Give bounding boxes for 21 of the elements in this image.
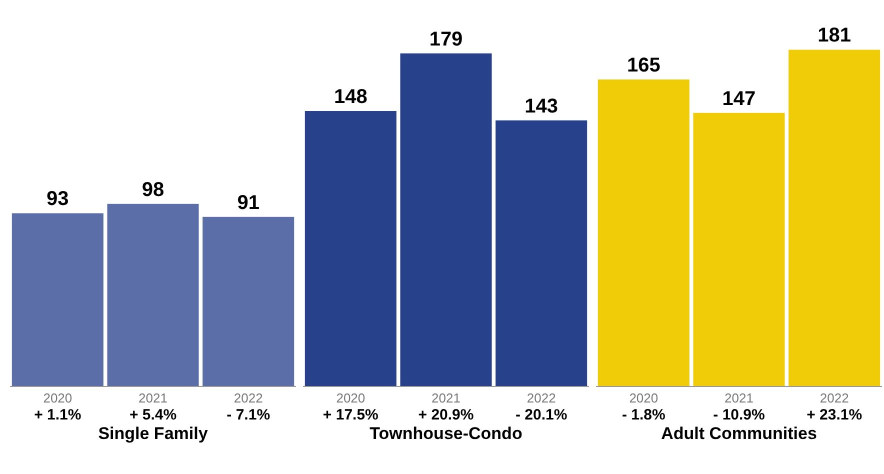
- x-tick-label: 2020 + 1.1%: [34, 390, 82, 424]
- x-tick-label: 2022 + 23.1%: [806, 390, 862, 424]
- data-label: 147: [722, 88, 756, 110]
- x-axis-title: Adult Communities: [661, 424, 817, 443]
- data-label: 165: [626, 54, 660, 76]
- x-tick-label: 2021 - 10.9%: [713, 390, 765, 424]
- data-label: 98: [142, 178, 164, 201]
- x-tick-label: 2021 + 20.9%: [418, 390, 474, 424]
- x-tick-label: 2022 - 7.1%: [226, 390, 270, 424]
- data-label: 181: [818, 24, 852, 47]
- x-tick-label: 2022 - 20.1%: [515, 390, 568, 424]
- data-label: 143: [524, 95, 558, 118]
- x-tick-label: 2020 + 17.5%: [322, 390, 378, 424]
- data-label: 148: [334, 86, 368, 108]
- data-label: 91: [237, 192, 260, 214]
- x-axis-title: Townhouse-Condo: [370, 424, 522, 443]
- data-label: 179: [429, 28, 463, 50]
- x-tick-label: 2021 + 5.4%: [129, 390, 177, 424]
- x-tick-label: 2020 - 1.8%: [622, 390, 666, 424]
- x-axis-title: Single Family: [98, 424, 208, 443]
- data-label: 93: [46, 188, 69, 210]
